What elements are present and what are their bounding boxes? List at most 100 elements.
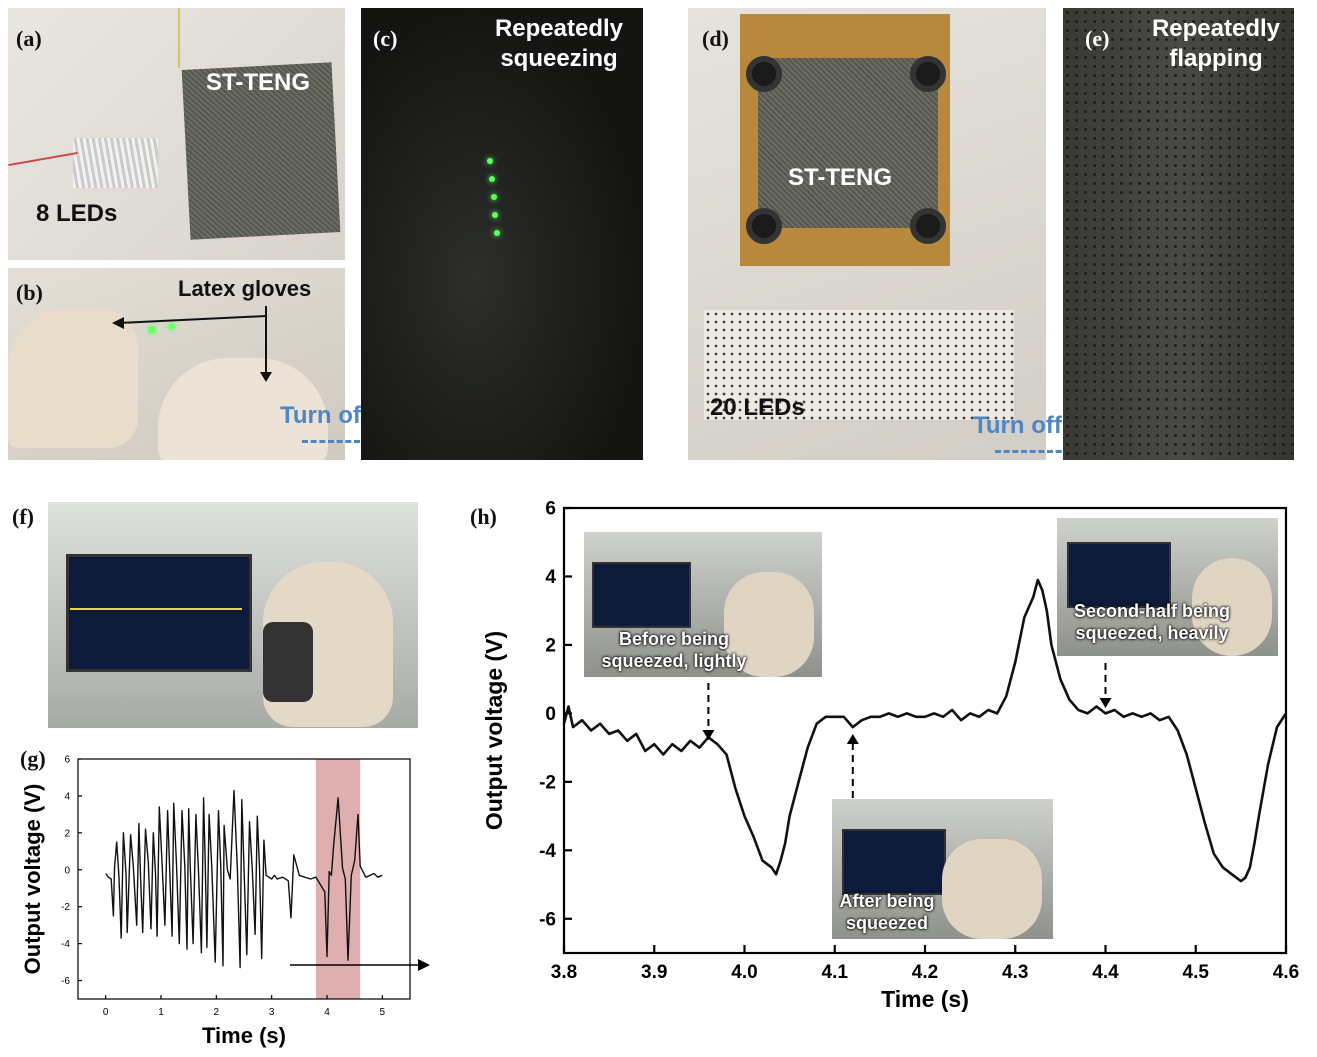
- glove-left: [8, 308, 138, 448]
- y-tick-label: -6: [61, 976, 70, 987]
- annotation-arrow-head: [1099, 698, 1112, 708]
- breadboard: [704, 310, 1014, 420]
- x-tick-label: 3.8: [551, 962, 577, 983]
- series-line: [562, 578, 1288, 883]
- y-tick-label: 2: [545, 636, 556, 657]
- x-axis-label: Time (s): [202, 1023, 286, 1048]
- annotation-before: Before being squeezed, lightly: [601, 629, 747, 671]
- glow-led: [494, 230, 500, 236]
- inset-hand: [942, 839, 1042, 939]
- led-dot: [168, 323, 175, 330]
- x-tick-label: 4: [324, 1007, 330, 1018]
- y-axis-label: Output voltage (V): [481, 631, 507, 830]
- caption-e: Repeatedly flapping: [1141, 14, 1291, 74]
- annotation-arrow-head: [702, 730, 715, 740]
- caption-line: squeezing: [500, 45, 618, 72]
- x-tick-label: 4.3: [1002, 962, 1028, 983]
- inset-photo-second: [1057, 518, 1278, 656]
- x-tick-label: 4.4: [1092, 962, 1119, 983]
- st-teng-fabric: [758, 58, 938, 228]
- panel-label-d: (d): [702, 26, 729, 51]
- photo-panel-c: (c) Repeatedly squeezing: [361, 8, 643, 460]
- panel-label-e: (e): [1085, 26, 1110, 51]
- plot-frame: [77, 758, 411, 1000]
- inset-screen: [1067, 542, 1171, 608]
- y-axis-label: Output voltage (V): [20, 784, 45, 975]
- inset-screen: [592, 562, 691, 628]
- post: [910, 56, 946, 92]
- inset-photo-after: [832, 799, 1053, 939]
- post: [746, 56, 782, 92]
- panel-label-c: (c): [373, 26, 398, 51]
- glove-right: [158, 358, 328, 460]
- caption-c: Repeatedly squeezing: [479, 14, 639, 74]
- y-tick-label: -2: [539, 772, 556, 793]
- oscilloscope-screen: [66, 554, 252, 672]
- photo-panel-f: [48, 502, 418, 728]
- gloves-label: Latex gloves: [178, 276, 312, 301]
- post: [746, 208, 782, 244]
- y-tick-label: 0: [64, 865, 70, 876]
- glow-led: [487, 158, 493, 164]
- chart-g: 0 1 2 3 4 5 -6 -4 -2 0 2 4 6 Time (s) Output voltage (…: [20, 755, 430, 1048]
- led-cluster: [73, 138, 158, 188]
- y-tick-label: -4: [61, 939, 70, 950]
- photo-panel-a: (a) ST-TENG 8 LEDs: [8, 8, 345, 260]
- panel-label-a: (a): [16, 26, 42, 51]
- x-tick-label: 4.1: [822, 962, 849, 983]
- panel-label-b: (b): [16, 280, 43, 305]
- y-tick-label: 0: [545, 704, 556, 725]
- caption-line: Repeatedly: [1151, 15, 1281, 42]
- photo-panel-d: (d) ST-TENG 20 LEDs: [688, 8, 1046, 460]
- caption-line: Repeatedly: [494, 15, 624, 42]
- led-count-label: 8 LEDs: [36, 200, 118, 227]
- x-tick-label: 4.2: [912, 962, 938, 983]
- y-tick-label: -2: [61, 902, 70, 913]
- wire: [8, 151, 78, 167]
- glow-led: [492, 212, 498, 218]
- series-line: [105, 789, 383, 969]
- caption-line: flapping: [1169, 45, 1263, 72]
- led-count-label: 20 LEDs: [710, 394, 805, 421]
- x-tick-label: 2: [214, 1007, 220, 1018]
- annotation-after: After being squeezed: [839, 891, 935, 933]
- x-tick-label: 0: [103, 1007, 109, 1018]
- highlight-region: [315, 759, 361, 999]
- photo-panel-e: (e) Repeatedly flapping: [1063, 8, 1294, 460]
- device-in-hand: [263, 622, 313, 702]
- panel-label-h: (h): [470, 504, 497, 529]
- y-tick-label: 4: [545, 567, 556, 588]
- annotation-arrow-head: [846, 734, 859, 744]
- y-tick-label: 4: [64, 791, 70, 802]
- x-tick-label: 1: [158, 1007, 164, 1018]
- panel-label-f: (f): [12, 504, 34, 529]
- glow-led: [489, 176, 495, 182]
- device-label: ST-TENG: [788, 164, 893, 191]
- y-tick-label: 2: [64, 828, 70, 839]
- x-axis-label: Time (s): [881, 986, 969, 1012]
- inset-photo-before: [584, 532, 822, 677]
- zoom-arrow-head: [418, 959, 430, 971]
- oscilloscope-trace: [70, 608, 242, 610]
- device-label: ST-TENG: [206, 69, 311, 96]
- y-tick-label: 6: [64, 755, 70, 766]
- inset-hand: [724, 572, 814, 677]
- x-tick-label: 4.6: [1273, 962, 1299, 983]
- inset-screen: [842, 829, 946, 895]
- y-tick-label: -4: [539, 841, 556, 862]
- wire: [178, 8, 180, 68]
- inset-hand: [1192, 558, 1272, 656]
- photo-panel-b: (b) Latex gloves: [8, 268, 345, 460]
- gloves-arrows: [112, 306, 272, 382]
- x-tick-label: 3.9: [641, 962, 667, 983]
- y-tick-label: -6: [539, 909, 556, 930]
- panel-label-g: (g): [20, 746, 46, 771]
- x-tick-label: 3: [269, 1007, 275, 1018]
- annotation-second: Second-half being squeezed, heavily: [1073, 601, 1230, 643]
- chart-h: 3.8 3.9 4.0 4.1 4.2 4.3 4.4 4.5 4.6 -6 -4 -2 0 2 4 6 Tim…: [481, 499, 1299, 1012]
- x-tick-label: 4.0: [731, 962, 757, 983]
- led-dot: [148, 326, 156, 334]
- glow-led: [491, 194, 497, 200]
- post: [910, 208, 946, 244]
- x-tick-label: 4.5: [1183, 962, 1210, 983]
